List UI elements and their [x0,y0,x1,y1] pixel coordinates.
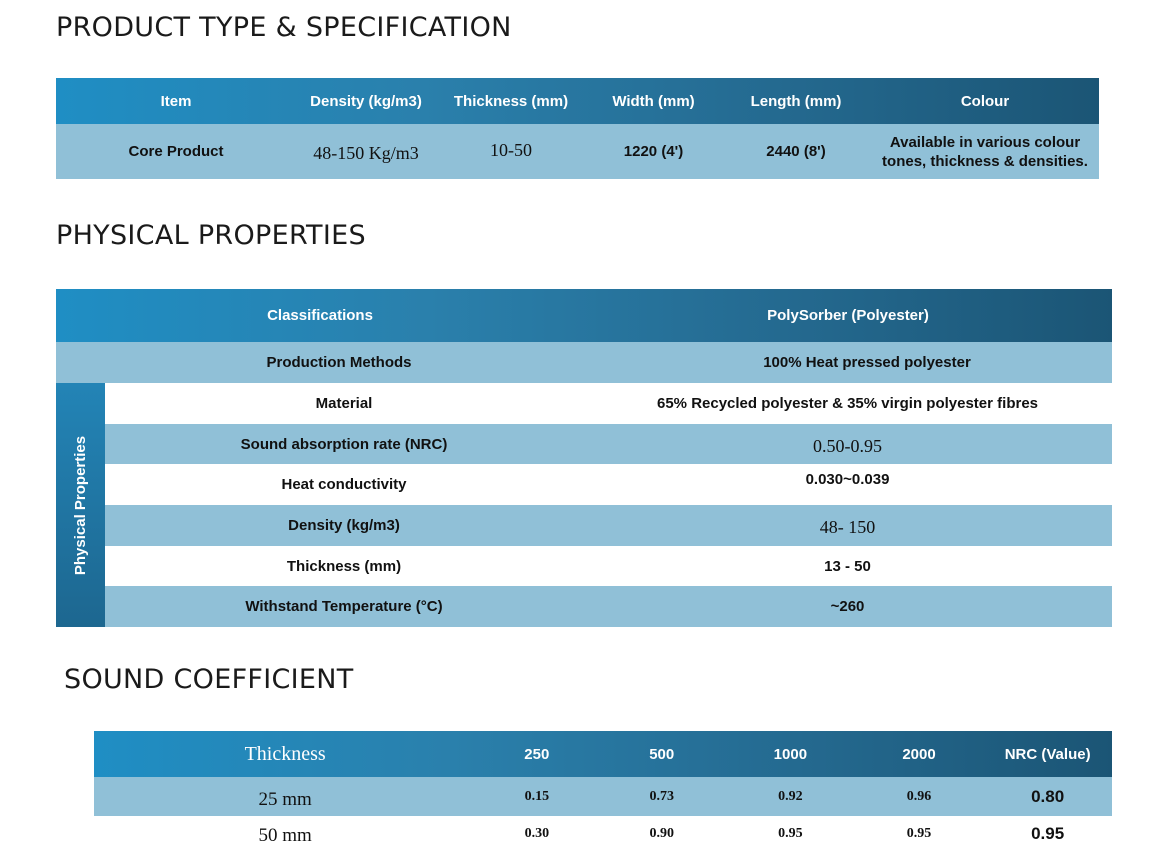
cell-width: 1220 (4') [623,143,684,160]
prop-value: ~260 [830,598,865,616]
spec-table-header: Item Density (kg/m3) Thickness (mm) Widt… [56,78,1099,124]
cell-colour: Available in various colour tones, thick… [882,133,1088,170]
cell-thickness: 10-50 [490,140,532,160]
header-length: Length (mm) [750,92,842,110]
production-value: 100% Heat pressed polyester [763,354,971,371]
row2-500: 0.90 [649,826,674,841]
table-row: Core Product 48-150 Kg/m3 10-50 1220 (4'… [56,124,1099,179]
prop-label: Density (kg/m3) [288,516,400,534]
prop-label: Sound absorption rate (NRC) [240,435,448,453]
header-item: Item [160,92,192,110]
sl-h-250: 250 [524,745,550,763]
row1-thickness: 25 mm [258,788,312,810]
prop-label: Withstand Temperature (°C) [245,598,443,616]
side-label-block: Physical Properties [56,383,105,627]
table-row: Sound absorption rate (NRC) 0.50-0.95 [105,423,1112,465]
row1-1000: 0.92 [778,788,803,804]
row2-1000: 0.95 [778,826,803,841]
prop-value: 13 - 50 [824,557,871,575]
spec-section-title: PRODUCT TYPE & SPECIFICATION [56,12,512,43]
table-row: Heat conductivity 0.030~0.039 [105,464,1112,506]
row1-250: 0.15 [524,788,550,804]
table-row: Production Methods 100% Heat pressed pol… [56,342,1112,383]
sound-table-layer: Thickness 250 500 1000 2000 NRC (Value) … [94,731,1112,852]
physical-properties-group: Physical Properties Material 65% Recycle… [56,383,1112,628]
row2-thickness: 50 mm [258,825,312,846]
header-colour: Colour [960,92,1010,110]
row2-nrc: 0.95 [1031,824,1065,843]
prop-value: 65% Recycled polyester & 35% virgin poly… [657,394,1038,412]
sound-section-title: SOUND COEFFICIENT [64,664,354,695]
header-classifications: Classifications [267,307,373,324]
table-row: Material 65% Recycled polyester & 35% vi… [105,383,1112,424]
cell-density: 48-150 Kg/m3 [313,143,419,163]
sl-h-nrc: NRC (Value) [1004,745,1091,763]
row2-250: 0.30 [524,826,550,841]
physical-section-title: PHYSICAL PROPERTIES [56,220,366,251]
sound-layer-header: Thickness 250 500 1000 2000 NRC (Value) [94,731,1112,777]
table-row: Withstand Temperature (°C) ~260 [105,586,1112,628]
header-polysorber: PolySorber (Polyester) [767,307,929,324]
row1-500: 0.73 [649,788,674,804]
header-density: Density (kg/m3) [310,92,422,110]
table-row: Density (kg/m3) 48- 150 [105,505,1112,546]
header-thickness: Thickness (mm) [453,92,569,110]
physical-table: Classifications PolySorber (Polyester) P… [56,289,1112,628]
spec-table: Item Density (kg/m3) Thickness (mm) Widt… [56,78,1099,179]
sl-h-500: 500 [649,745,675,763]
prop-value: 48- 150 [819,516,876,537]
prop-value: 0.50-0.95 [813,435,882,456]
sl-h-2000: 2000 [902,745,936,763]
table-row: Thickness (mm) 13 - 50 [105,545,1112,587]
prop-label: Heat conductivity [281,476,407,494]
prop-label: Material [315,394,373,412]
sl-h-1000: 1000 [773,745,808,763]
sl-h-thickness: Thickness [244,742,326,765]
header-width: Width (mm) [612,92,695,110]
row1-2000: 0.96 [906,788,932,804]
table-row: 25 mm 0.15 0.73 0.92 0.96 0.80 [94,777,1112,816]
cell-length: 2440 (8') [766,143,826,160]
prop-value: 0.030~0.039 [805,471,890,489]
prop-label: Thickness (mm) [286,557,402,575]
row2-2000: 0.95 [906,826,932,841]
table-row: 50 mm 0.30 0.90 0.95 0.95 0.95 [94,816,1112,852]
side-label: Physical Properties [72,435,90,575]
row1-nrc: 0.80 [1031,786,1065,806]
cell-item: Core Product [128,143,224,160]
physical-table-header: Classifications PolySorber (Polyester) [56,289,1112,342]
production-label: Production Methods [266,354,412,371]
